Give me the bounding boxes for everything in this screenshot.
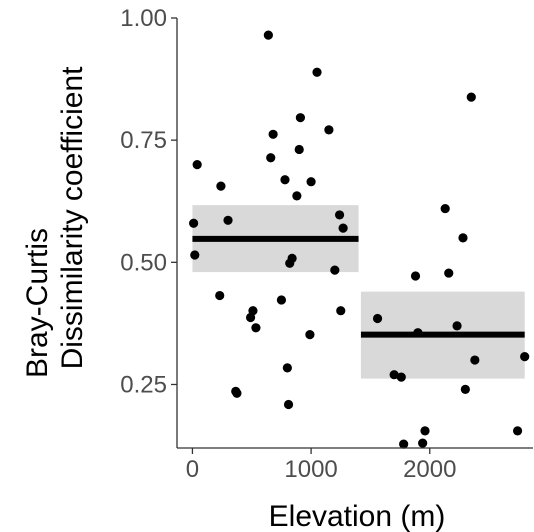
data-point bbox=[440, 203, 450, 214]
data-point bbox=[280, 175, 290, 185]
data-point bbox=[458, 233, 468, 243]
data-point bbox=[263, 30, 273, 40]
data-point bbox=[512, 426, 523, 436]
data-point bbox=[215, 290, 225, 301]
data-point bbox=[283, 399, 294, 410]
mean-lines bbox=[192, 235, 525, 338]
data-point bbox=[336, 306, 346, 316]
data-point bbox=[276, 295, 287, 305]
x-axis-title: Elevation (m) bbox=[269, 500, 446, 532]
data-point bbox=[306, 177, 316, 187]
x-tick-label: 2000 bbox=[403, 456, 456, 483]
y-tick-label: 0.75 bbox=[120, 127, 167, 154]
data-point bbox=[292, 191, 302, 201]
data-point bbox=[338, 223, 348, 233]
data-point bbox=[520, 352, 530, 362]
data-point bbox=[223, 215, 233, 225]
confidence-bands bbox=[192, 205, 525, 379]
data-points bbox=[189, 30, 530, 449]
data-point bbox=[282, 363, 292, 373]
data-point bbox=[268, 129, 278, 139]
data-point bbox=[192, 159, 202, 170]
data-point bbox=[418, 438, 428, 448]
data-point bbox=[452, 321, 462, 331]
data-point bbox=[399, 439, 409, 449]
data-point bbox=[330, 265, 340, 275]
data-point bbox=[420, 426, 430, 436]
data-point bbox=[466, 92, 476, 102]
data-point bbox=[248, 306, 258, 316]
x-tick-label: 1000 bbox=[284, 456, 337, 483]
x-tick-label: 0 bbox=[186, 456, 199, 483]
y-axis-title-line-1: Bray-Curtis bbox=[21, 228, 54, 378]
data-point bbox=[190, 250, 200, 260]
data-point bbox=[189, 218, 199, 228]
data-point bbox=[460, 384, 470, 394]
data-point bbox=[295, 113, 306, 123]
data-point bbox=[413, 328, 423, 338]
data-point bbox=[232, 388, 242, 398]
y-tick-label: 0.25 bbox=[120, 371, 167, 398]
data-point bbox=[334, 210, 345, 220]
data-point bbox=[294, 144, 304, 155]
y-axis-title-line-2: Dissimilarity coefficient bbox=[56, 66, 89, 370]
data-point bbox=[305, 330, 315, 340]
y-tick-label: 0.50 bbox=[120, 249, 167, 276]
data-point bbox=[216, 181, 226, 191]
data-point bbox=[251, 323, 261, 333]
data-point bbox=[396, 372, 406, 382]
data-point bbox=[389, 370, 399, 380]
data-point bbox=[372, 313, 383, 324]
data-point bbox=[266, 153, 276, 163]
data-point bbox=[324, 125, 334, 135]
data-point bbox=[470, 355, 480, 365]
data-point bbox=[312, 67, 322, 77]
data-point bbox=[410, 271, 421, 281]
data-point bbox=[444, 268, 454, 278]
axes: 0.25 0.50 0.75 1.00 0 1000 2000 bbox=[120, 5, 533, 483]
data-point bbox=[287, 253, 297, 264]
y-tick-label: 1.00 bbox=[120, 5, 167, 32]
